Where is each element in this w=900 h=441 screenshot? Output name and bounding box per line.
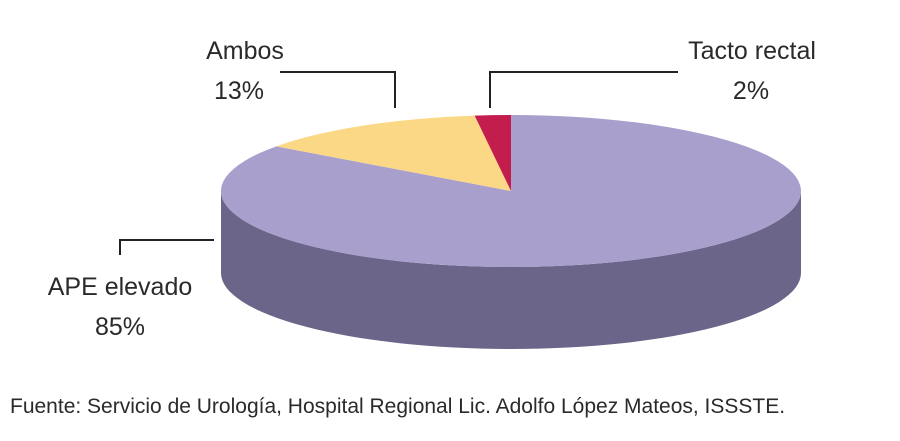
slice-label-ape-elevado: APE elevado [48,273,193,301]
leader-ape-elevado [119,239,214,255]
leader-ambos [280,71,396,108]
slice-value-tacto-rectal: 2% [733,77,769,105]
slice-ambos [276,115,511,191]
slice-ape-elevado [220,115,802,267]
source-note: Fuente: Servicio de Urología, Hospital R… [10,395,785,418]
slice-value-ambos: 13% [214,77,264,105]
slice-value-ape-elevado: 85% [95,313,145,341]
slice-label-tacto-rectal: Tacto rectal [688,37,816,65]
leader-lines [119,71,678,255]
slice-side-ape-elevado [221,191,801,349]
pie-sides [221,191,801,349]
slice-label-ambos: Ambos [206,37,284,65]
pie-slices [220,115,802,267]
leader-tacto-rectal [489,71,678,108]
slice-tacto-rectal [474,115,511,191]
